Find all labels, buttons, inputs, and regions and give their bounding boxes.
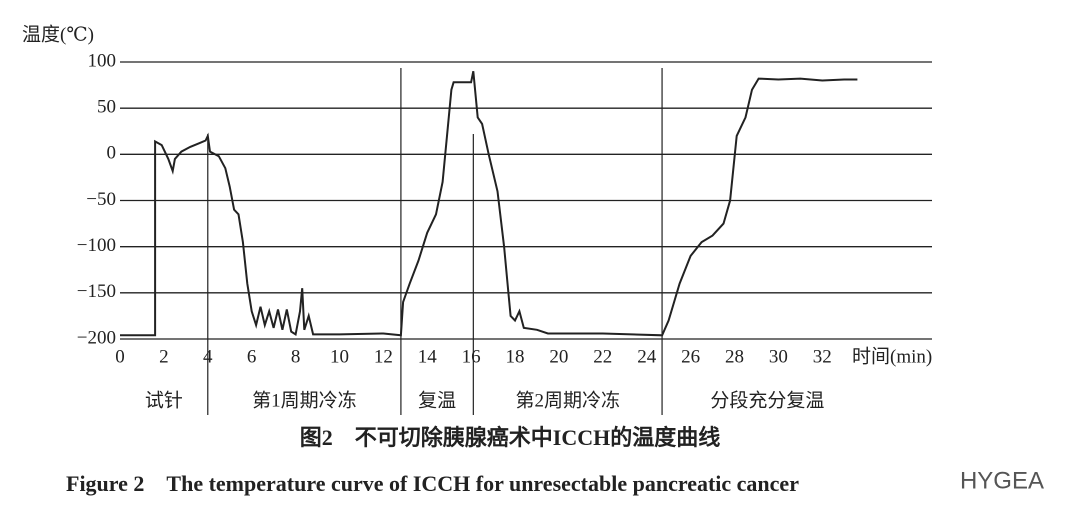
x-tick-label: 14 (418, 346, 438, 367)
y-tick-label: −150 (77, 281, 116, 302)
temperature-line (120, 71, 858, 337)
x-tick-label: 24 (637, 346, 657, 367)
phase-label: 复温 (418, 389, 456, 411)
x-tick-label: 8 (291, 346, 301, 367)
phase-label: 第2周期冷冻 (515, 389, 620, 411)
x-tick-label: 10 (330, 346, 349, 367)
x-tick-label: 22 (593, 346, 612, 367)
y-tick-label: −50 (86, 189, 116, 210)
x-tick-label: 2 (159, 346, 169, 367)
y-tick-label: 100 (88, 50, 117, 71)
y-tick-label: −200 (77, 327, 116, 348)
x-tick-label: 20 (549, 346, 568, 367)
watermark: HYGEA (960, 467, 1044, 494)
y-tick-label: −100 (77, 235, 116, 256)
x-tick-label: 26 (681, 346, 700, 367)
phase-label: 分段充分复温 (710, 389, 824, 411)
x-tick-label: 12 (374, 346, 393, 367)
x-tick-label: 32 (813, 346, 832, 367)
y-tick-label: 50 (97, 97, 116, 118)
y-axis-label: 温度(℃) (22, 23, 94, 45)
x-tick-label: 30 (769, 346, 788, 367)
x-tick-label: 16 (462, 346, 481, 367)
x-tick-label: 28 (725, 346, 744, 367)
phase-label: 试针 (145, 389, 183, 411)
x-tick-label: 0 (115, 346, 125, 367)
caption-en: Figure 2 The temperature curve of ICCH f… (66, 471, 799, 496)
x-tick-label: 18 (506, 346, 525, 367)
x-axis-label: 时间(min) (852, 345, 932, 367)
phase-label: 第1周期冷冻 (252, 389, 357, 411)
y-tick-label: 0 (107, 143, 117, 164)
x-tick-label: 6 (247, 346, 257, 367)
caption-cn: 图2 不可切除胰腺癌术中ICCH的温度曲线 (300, 425, 720, 450)
